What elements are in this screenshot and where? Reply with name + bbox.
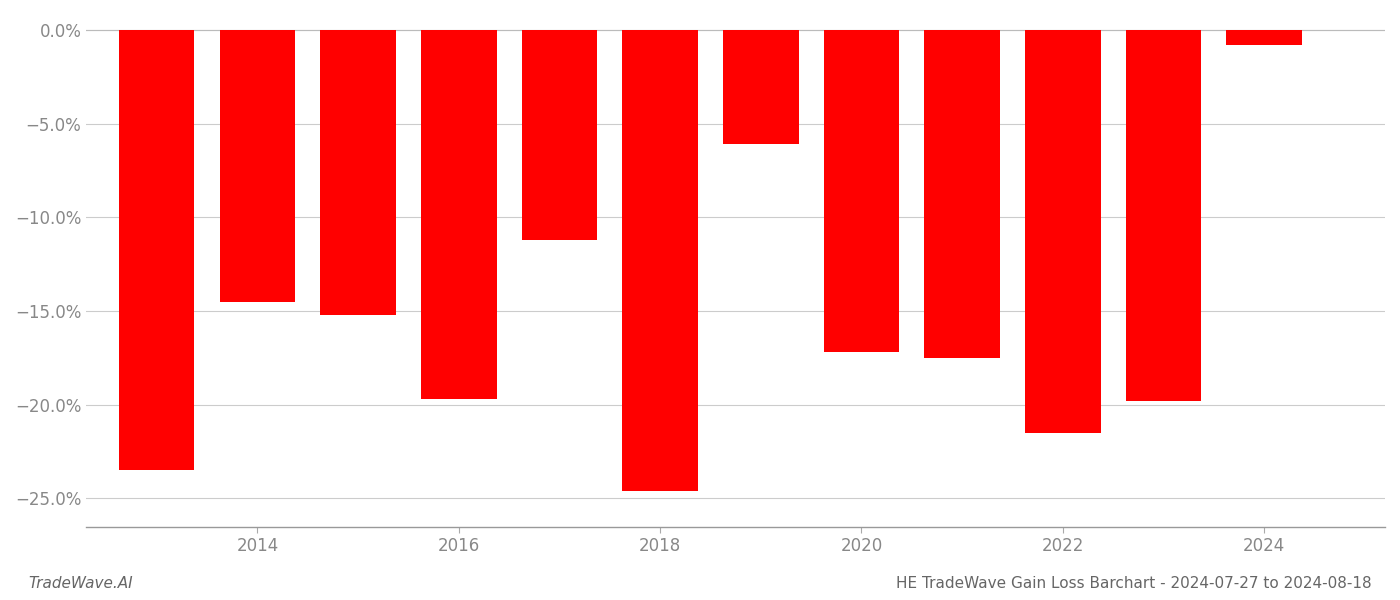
Bar bbox=[220, 30, 295, 302]
Bar bbox=[421, 30, 497, 399]
Bar bbox=[823, 30, 899, 352]
Bar bbox=[623, 30, 697, 491]
Bar bbox=[321, 30, 396, 315]
Bar bbox=[924, 30, 1000, 358]
Bar bbox=[722, 30, 798, 145]
Bar bbox=[1226, 30, 1302, 45]
Bar bbox=[1126, 30, 1201, 401]
Bar bbox=[522, 30, 598, 240]
Bar bbox=[119, 30, 195, 470]
Text: TradeWave.AI: TradeWave.AI bbox=[28, 576, 133, 591]
Bar bbox=[1025, 30, 1100, 433]
Text: HE TradeWave Gain Loss Barchart - 2024-07-27 to 2024-08-18: HE TradeWave Gain Loss Barchart - 2024-0… bbox=[896, 576, 1372, 591]
